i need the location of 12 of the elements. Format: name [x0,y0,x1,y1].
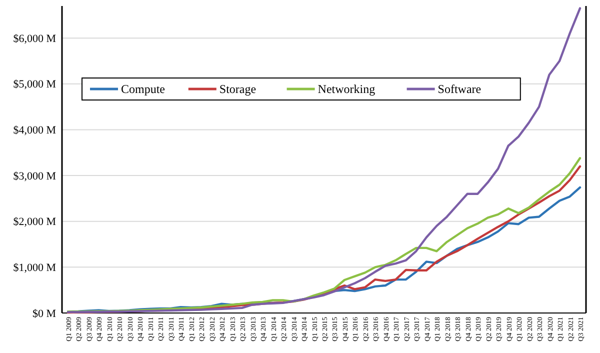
y-tick-label: $0 M [32,308,56,320]
y-tick-label: $3,000 M [13,170,56,182]
legend-label: Networking [318,82,376,96]
legend-label: Software [438,82,482,96]
y-tick-label: $5,000 M [13,78,56,91]
line-series [66,7,582,314]
legend-label: Compute [121,82,165,96]
legend-label: Storage [219,82,256,96]
y-tick-label: $4,000 M [13,124,56,137]
y-tick-label: $6,000 M [13,32,56,45]
y-tick-label: $2,000 M [13,216,56,228]
y-tick-label: $1,000 M [13,262,56,274]
